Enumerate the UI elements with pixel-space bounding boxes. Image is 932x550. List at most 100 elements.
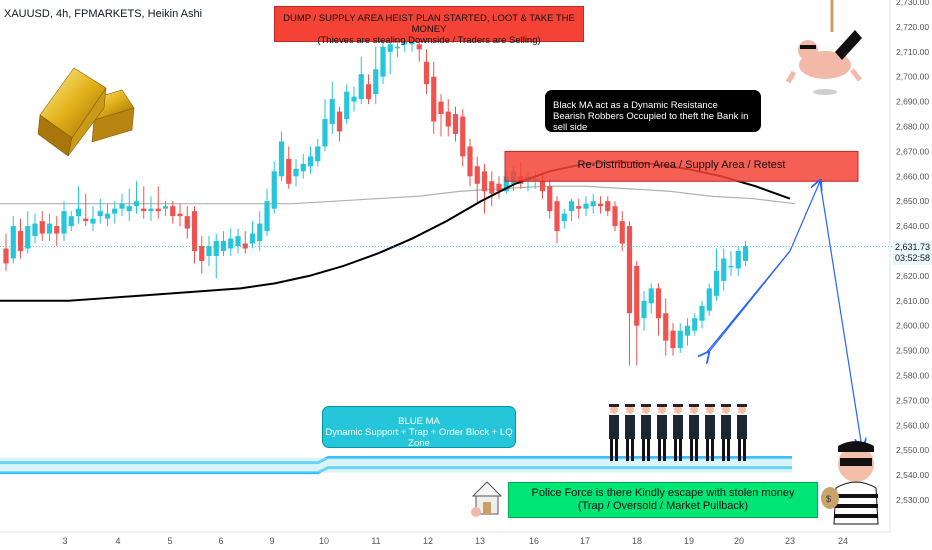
candle-body bbox=[119, 203, 125, 209]
candle-body bbox=[721, 258, 727, 281]
candle-body bbox=[220, 241, 227, 251]
candle bbox=[162, 201, 169, 217]
time-axis[interactable]: 3 4 5 6 9 10 11 12 13 16 17 18 19 20 23 24 bbox=[0, 531, 890, 546]
police-force-line2: (Trap / Oversold / Market Pullback) bbox=[577, 500, 749, 512]
candle-body bbox=[249, 233, 256, 244]
candle-body bbox=[307, 156, 314, 167]
candle bbox=[228, 228, 234, 256]
supply-zone bbox=[504, 150, 859, 182]
candle bbox=[25, 211, 31, 254]
blue-ma-band bbox=[0, 456, 792, 475]
price-tick-label: 2,560.00 bbox=[896, 420, 929, 430]
candle bbox=[489, 171, 495, 207]
heist-plan-callout[interactable]: DUMP / SUPPLY AREA HEIST PLAN STARTED, L… bbox=[274, 6, 584, 46]
candle-body bbox=[735, 251, 741, 269]
candle-body bbox=[431, 76, 437, 122]
candle bbox=[39, 211, 45, 242]
candle bbox=[728, 251, 734, 276]
candle-body bbox=[322, 119, 328, 147]
supply-zone-rect bbox=[504, 150, 859, 182]
candle bbox=[706, 283, 712, 316]
candle bbox=[576, 198, 582, 219]
time-tick-label: 4 bbox=[115, 536, 120, 546]
price-axis[interactable]: 2,530.00 2,540.00 2,550.00 2,560.00 2,570.00… bbox=[889, 0, 929, 532]
candle bbox=[481, 163, 488, 214]
candle-body bbox=[242, 243, 248, 249]
candle bbox=[684, 318, 691, 346]
candle-body bbox=[597, 203, 604, 207]
candle-body bbox=[199, 246, 205, 261]
candle-body bbox=[612, 206, 618, 227]
candle bbox=[300, 153, 306, 179]
candle-body bbox=[351, 96, 357, 102]
blue-ma-callout[interactable]: BLUE MA Dynamic Support + Trap + Order B… bbox=[322, 406, 516, 449]
candle-body bbox=[416, 44, 422, 50]
candle bbox=[561, 208, 567, 229]
candle-body bbox=[648, 288, 654, 304]
candle bbox=[670, 323, 676, 356]
candle bbox=[170, 201, 176, 224]
candle-body bbox=[423, 61, 430, 85]
time-tick-label: 17 bbox=[580, 536, 590, 546]
candle-body bbox=[83, 218, 89, 222]
down-projection-arrow bbox=[819, 181, 862, 447]
time-tick-label: 18 bbox=[632, 536, 642, 546]
candle bbox=[692, 313, 698, 336]
candle-body bbox=[634, 265, 640, 326]
candle-body bbox=[10, 226, 16, 259]
candle bbox=[83, 193, 89, 227]
black-ma-callout[interactable]: Black MA act as a Dynamic Resistance Bea… bbox=[545, 90, 761, 133]
price-tick-label: 2,570.00 bbox=[896, 395, 929, 405]
candle bbox=[423, 49, 430, 95]
police-force-callout[interactable]: Police Force is there Kindly escape with… bbox=[508, 482, 818, 518]
time-tick-label: 16 bbox=[529, 536, 539, 546]
candle-body bbox=[235, 236, 241, 247]
current-price-value: 2,631.73 bbox=[894, 242, 931, 252]
candle-body bbox=[177, 213, 183, 217]
candle-body bbox=[329, 99, 335, 125]
projection-arrows bbox=[0, 181, 893, 447]
candle-body bbox=[728, 265, 734, 268]
svg-text:$: $ bbox=[826, 494, 831, 504]
price-tick-label: 2,540.00 bbox=[896, 470, 929, 480]
candle-body bbox=[590, 201, 596, 207]
candle bbox=[626, 221, 633, 366]
candle-body bbox=[25, 226, 31, 249]
time-tick-label: 12 bbox=[423, 536, 433, 546]
candle-body bbox=[713, 270, 720, 296]
candle-body bbox=[206, 246, 212, 256]
candle bbox=[467, 138, 473, 187]
candle-body bbox=[445, 111, 451, 127]
price-tick-label: 2,620.00 bbox=[896, 271, 929, 281]
candle bbox=[547, 178, 553, 219]
candle bbox=[10, 216, 16, 264]
candle bbox=[365, 74, 372, 105]
candle bbox=[619, 211, 625, 251]
time-tick-label: 20 bbox=[734, 536, 744, 546]
candle bbox=[286, 146, 292, 189]
candle bbox=[713, 248, 720, 301]
candle bbox=[206, 236, 212, 266]
candle-body bbox=[438, 101, 444, 115]
candle bbox=[257, 211, 263, 251]
candle bbox=[474, 156, 480, 204]
candle-body bbox=[97, 211, 103, 217]
candle bbox=[54, 216, 60, 247]
black-ma-line1: Black MA act as a Dynamic Resistance bbox=[553, 100, 718, 111]
candle bbox=[431, 61, 437, 134]
candle-body bbox=[68, 216, 74, 227]
candle-body bbox=[677, 330, 683, 349]
candle-body bbox=[46, 223, 53, 234]
candle-body bbox=[344, 91, 350, 120]
candle-body bbox=[699, 305, 705, 321]
candle-body bbox=[257, 223, 263, 242]
candle-body bbox=[387, 44, 393, 52]
candle bbox=[90, 206, 96, 232]
candle bbox=[568, 198, 575, 222]
candle-body bbox=[692, 318, 698, 331]
time-tick-label: 24 bbox=[838, 536, 848, 546]
candle bbox=[235, 228, 241, 254]
candle bbox=[605, 196, 611, 217]
candle-body bbox=[373, 69, 379, 95]
